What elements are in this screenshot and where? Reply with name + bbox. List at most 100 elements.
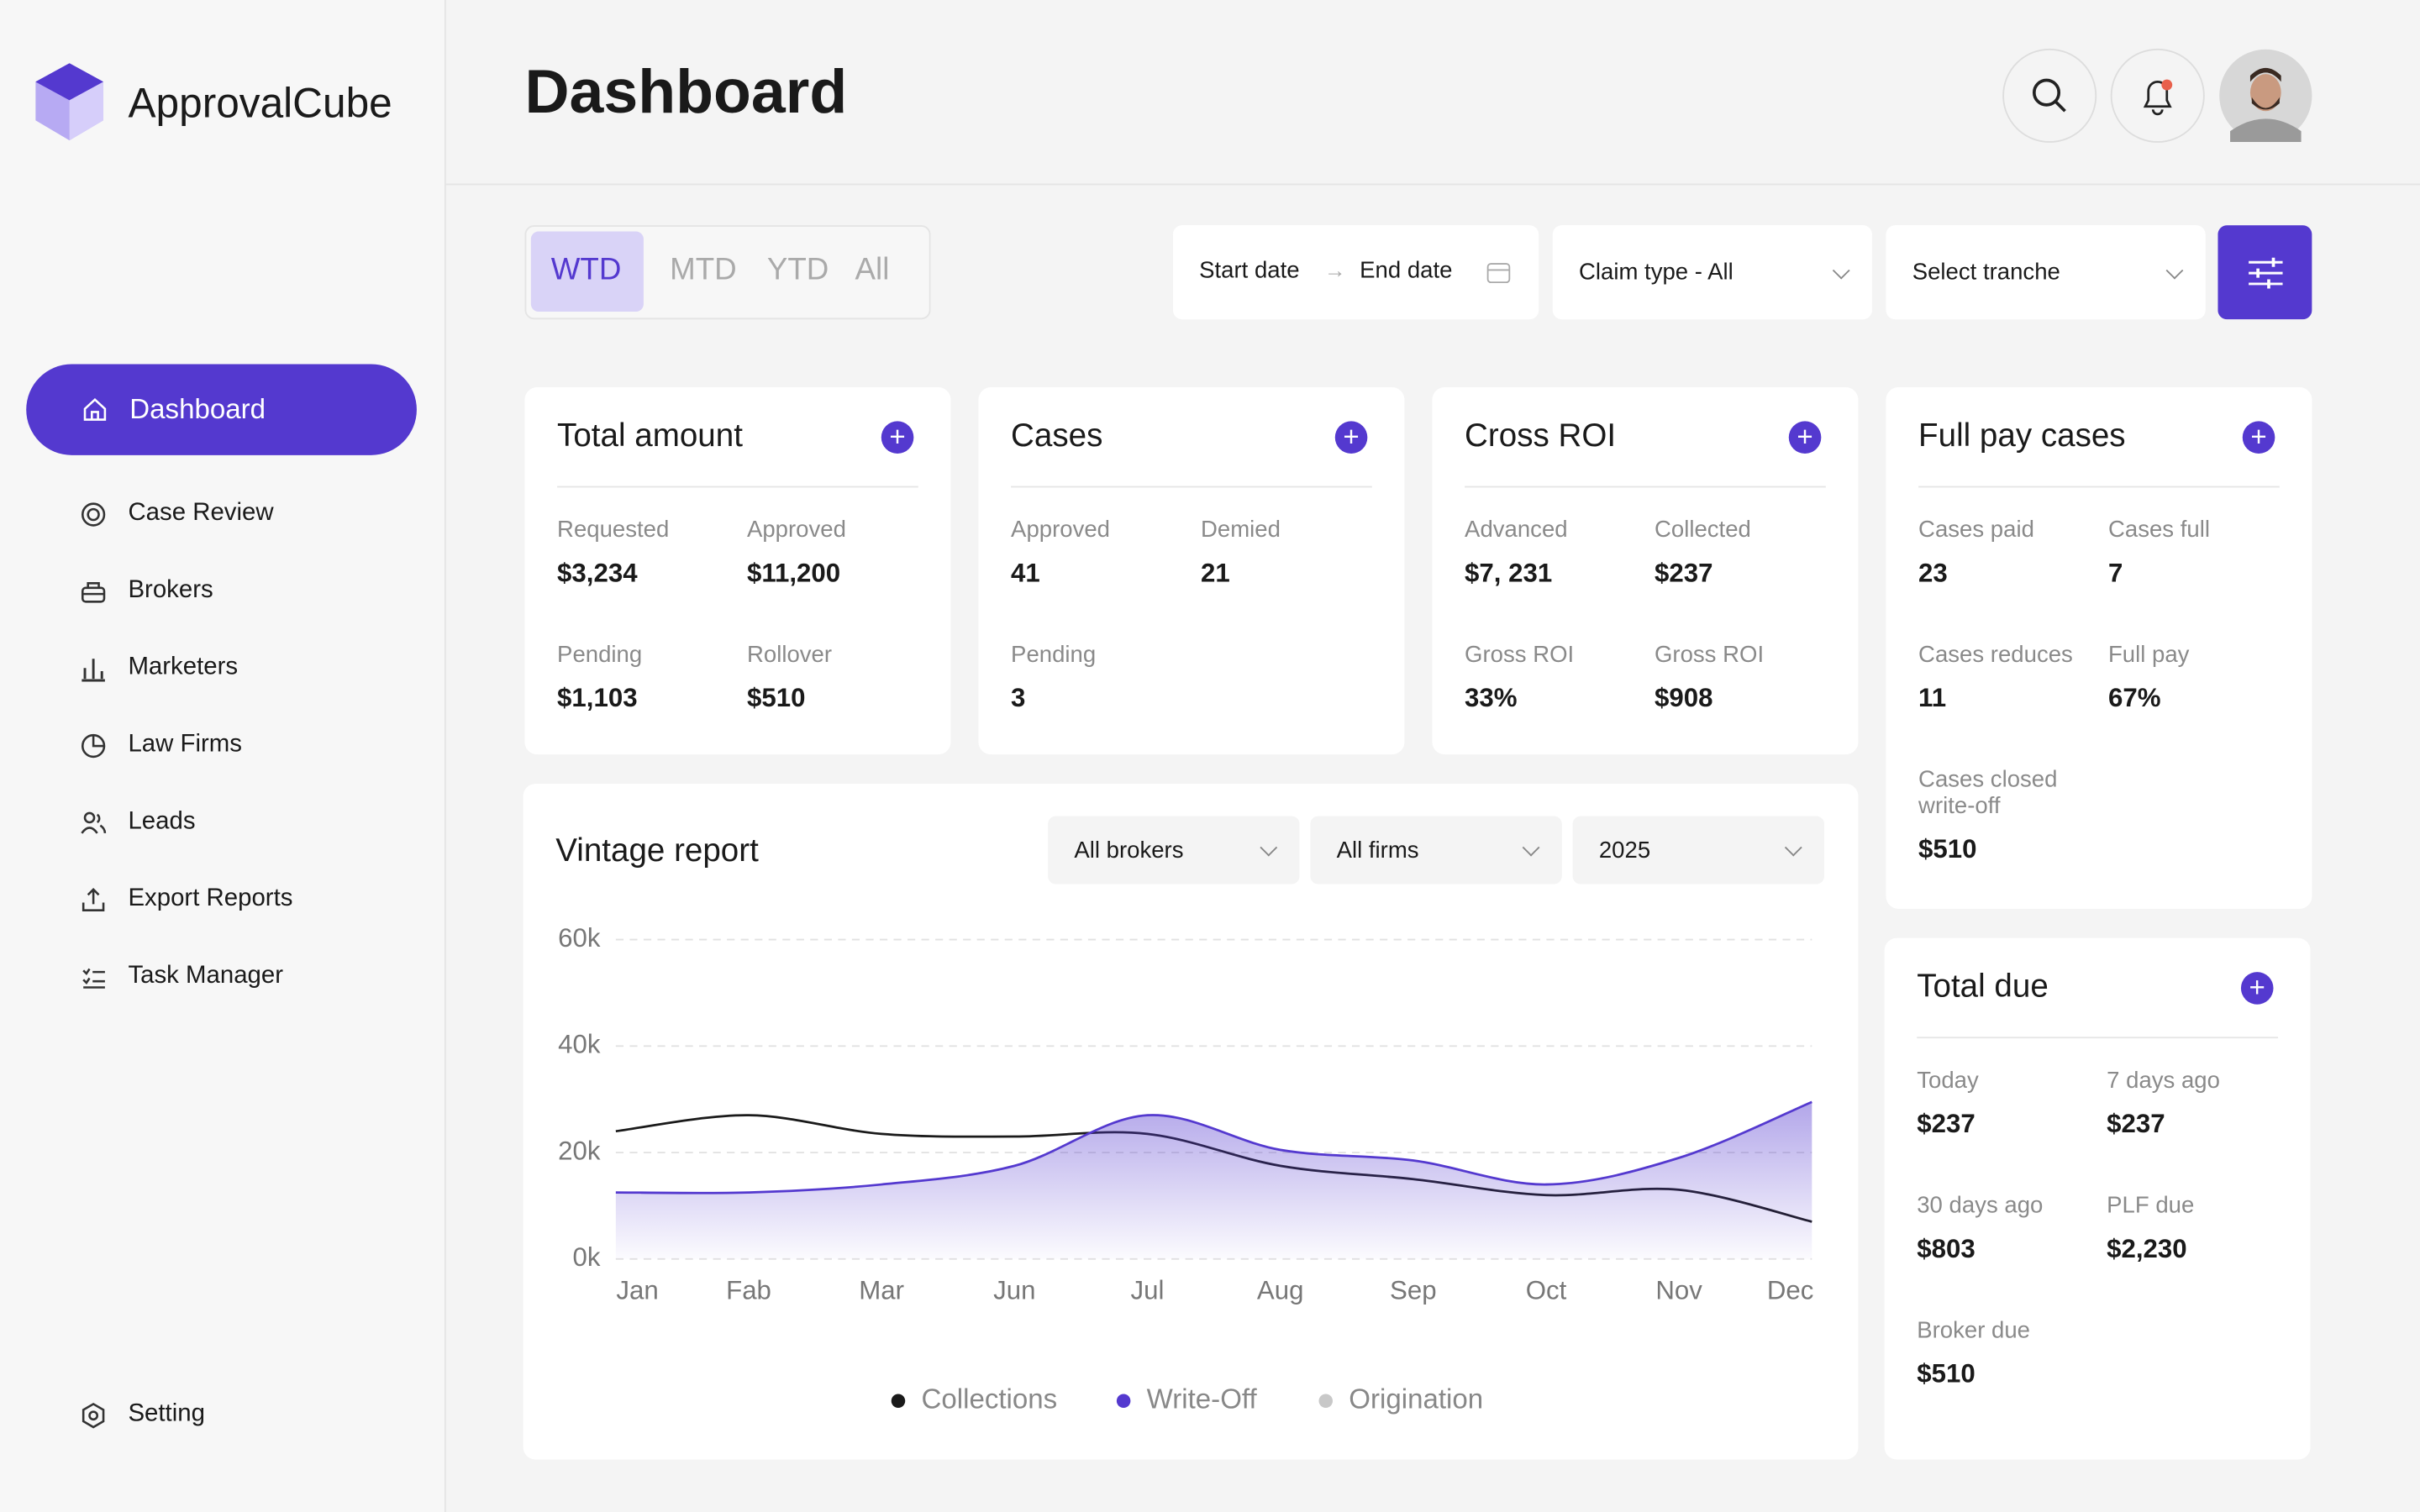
field-value: $11,200 — [746, 558, 841, 588]
add-button[interactable]: + — [881, 421, 914, 454]
field-label: Approved — [746, 517, 846, 543]
nav-item[interactable]: Leads — [81, 799, 196, 845]
nav-label: Task Manager — [128, 963, 284, 990]
field-label: 7 days ago — [2107, 1068, 2220, 1095]
select-label: All firms — [1336, 837, 1419, 864]
field-label: Cases reduces — [1918, 642, 2073, 669]
period-tab[interactable]: WTD — [550, 253, 622, 287]
field-label: Pending — [557, 642, 643, 669]
select-label: All brokers — [1074, 837, 1184, 864]
field-label: Cases closed write-off — [1918, 766, 2058, 820]
filter-button[interactable] — [2217, 225, 2312, 320]
page-title: Dashboard — [524, 58, 848, 127]
field-label: Today — [1917, 1068, 1979, 1095]
field-label: Pending — [1011, 642, 1097, 669]
header-actions[interactable] — [2002, 48, 2313, 144]
sidebar: ApprovalCube Dashboard Case Review Brokers… — [0, 0, 446, 1512]
field: PLF due $2,230 — [2107, 1193, 2287, 1265]
field: 7 days ago $237 — [2107, 1068, 2287, 1140]
tranche-select[interactable]: Select tranche — [1886, 225, 2206, 320]
field: Cases closed write-off $510 — [1918, 767, 2108, 866]
divider — [557, 486, 918, 488]
add-button[interactable]: + — [1334, 421, 1368, 454]
card-title: Full pay cases — [1918, 417, 2126, 454]
stat-card: Cross ROI + Advanced $7, 231 Collected $237 Gr… — [1432, 387, 1859, 755]
nav-item[interactable]: Marketers — [81, 645, 239, 691]
icon — [82, 1402, 105, 1428]
nav-item[interactable]: Setting — [81, 1392, 205, 1438]
field-value: $237 — [2107, 1109, 2165, 1139]
nav-item[interactable]: Brokers — [81, 568, 213, 614]
card-title: Cross ROI — [1465, 417, 1617, 454]
period-tab[interactable]: YTD — [766, 253, 829, 287]
field-label: Approved — [1011, 517, 1111, 543]
header-divider — [445, 183, 2420, 186]
field: Requested $3,234 — [557, 517, 747, 589]
field-value: $908 — [1654, 683, 1713, 713]
period-tab[interactable]: All — [855, 253, 890, 287]
nav-item[interactable]: Dashboard — [82, 386, 266, 432]
field: Pending 3 — [1011, 642, 1201, 714]
nav-item[interactable]: Law Firms — [81, 722, 242, 769]
field-grid: Approved 41 Demied 21 Pending 3 — [1011, 517, 1381, 714]
chart: 0k 20k 40k 60k Jan Fab Mar Jun Jul Aug Sep Oct Nov De… — [558, 923, 1814, 1415]
field: Pending $1,103 — [557, 642, 747, 714]
icon — [81, 809, 107, 835]
claim-type-select[interactable]: Claim type - All — [1552, 225, 1872, 320]
date-range[interactable]: Start date → End date — [1172, 225, 1539, 320]
divider — [1918, 486, 2280, 488]
field-grid: Advanced $7, 231 Collected $237 Gross ROI 33%… — [1465, 517, 1835, 714]
field-label: Requested — [557, 517, 670, 543]
nav-label: Marketers — [128, 654, 239, 681]
x-tick-label: Dec — [1767, 1276, 1814, 1305]
field: Gross ROI $908 — [1655, 642, 1835, 714]
field-label: Gross ROI — [1465, 642, 1575, 669]
field: Cases reduces 11 — [1918, 642, 2108, 714]
legend-marker — [891, 1394, 906, 1409]
field: 30 days ago $803 — [1917, 1193, 2107, 1265]
field-value: $7, 231 — [1465, 558, 1553, 588]
nav-item[interactable]: Export Reports — [81, 876, 293, 922]
nav-item[interactable]: Case Review — [81, 491, 274, 537]
icon — [81, 732, 107, 759]
field-label: 30 days ago — [1917, 1192, 2044, 1220]
divider — [1917, 1037, 2279, 1039]
card-title: Total due — [1917, 969, 2049, 1005]
field-grid: Cases paid 23 Cases full 7 Cases reduces 11 Fu… — [1918, 517, 2289, 865]
icon — [81, 655, 107, 681]
x-tick-label: Oct — [1526, 1276, 1567, 1305]
stat-card: Total due + Today $237 7 days ago $237 30 days… — [1884, 937, 2311, 1460]
nav-item[interactable]: Task Manager — [81, 953, 284, 1000]
nav-label: Leads — [128, 808, 196, 835]
field: Today $237 — [1917, 1068, 2107, 1140]
field: Broker due $510 — [1917, 1318, 2107, 1390]
y-tick-label: 60k — [558, 923, 601, 953]
chart-filter[interactable]: All brokers — [1048, 816, 1300, 885]
divider — [1465, 486, 1826, 488]
icon — [81, 963, 107, 990]
field-label: Broker due — [1917, 1317, 2030, 1344]
field: Full pay 67% — [2108, 642, 2289, 714]
field-value: $510 — [746, 683, 806, 713]
chart-filter[interactable]: 2025 — [1572, 816, 1825, 885]
chart-title: Vintage report — [555, 832, 759, 869]
logo — [35, 63, 104, 141]
stat-card: Total amount + Requested $3,234 Approved $11,… — [524, 387, 951, 755]
start-date: Start date — [1199, 257, 1300, 284]
nav-label: Dashboard — [129, 392, 266, 424]
add-button[interactable]: + — [2240, 972, 2274, 1005]
chart-filter[interactable]: All firms — [1310, 816, 1562, 885]
period-tab[interactable]: MTD — [670, 253, 737, 287]
add-button[interactable]: + — [2242, 421, 2275, 454]
divider — [1011, 486, 1372, 488]
field-label: Demied — [1200, 517, 1281, 543]
x-tick-label: Jun — [993, 1276, 1035, 1305]
x-tick-label: Jul — [1131, 1276, 1165, 1305]
field-grid: Requested $3,234 Approved $11,200 Pending $1,… — [557, 517, 928, 714]
legend-label: Origination — [1349, 1383, 1483, 1415]
field-value: $237 — [1917, 1109, 1975, 1139]
field-value: 33% — [1465, 683, 1518, 713]
add-button[interactable]: + — [1788, 421, 1822, 454]
nav-label: Export Reports — [128, 885, 293, 912]
icon — [81, 578, 107, 604]
